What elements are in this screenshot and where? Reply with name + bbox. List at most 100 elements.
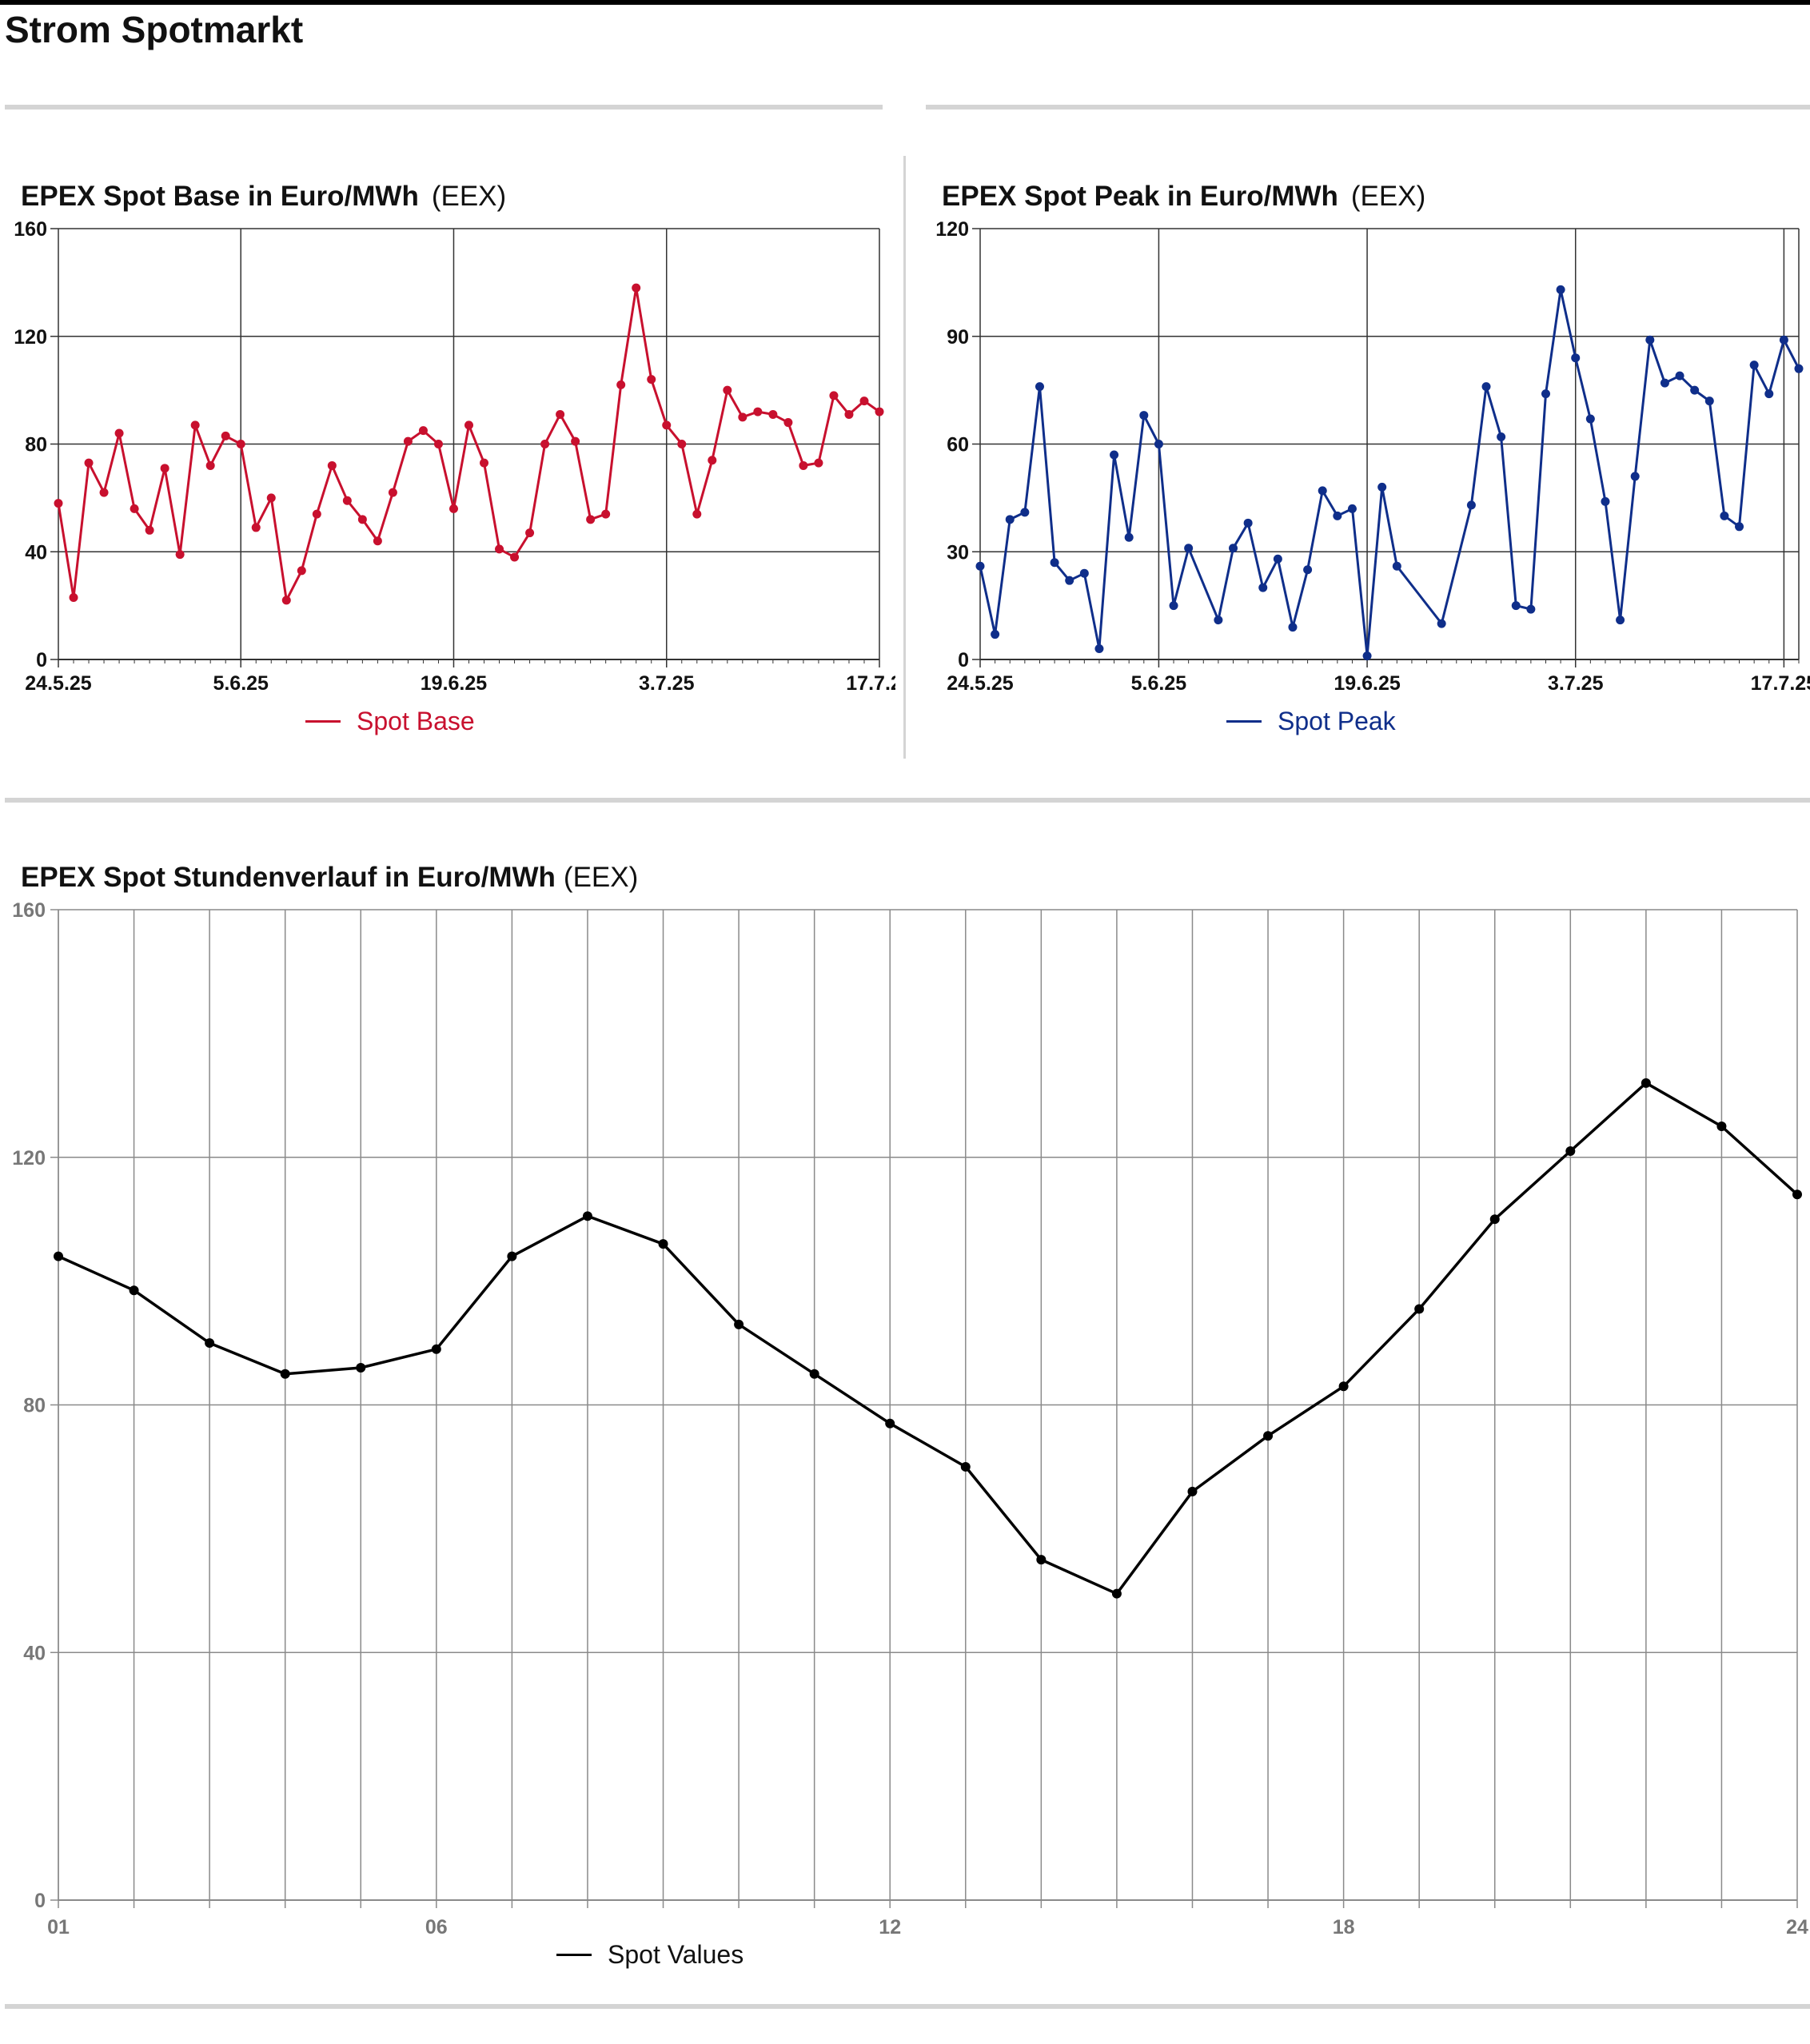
base-data-point — [844, 409, 854, 419]
peak-data-point — [1362, 651, 1372, 661]
peak-data-point — [1243, 518, 1253, 528]
peak-data-point — [1094, 644, 1104, 654]
peak-data-point — [991, 630, 1000, 639]
peak-data-point — [1690, 385, 1700, 395]
hourly-data-point — [1641, 1078, 1651, 1088]
hourly-legend: Spot Values — [556, 1940, 744, 1970]
hourly-title-text: EPEX Spot Stundenverlauf in Euro/MWh — [21, 862, 556, 893]
base-data-point — [783, 418, 793, 428]
base-xtick-label: 5.6.25 — [213, 672, 269, 695]
base-data-point — [130, 504, 139, 513]
base-data-point — [753, 407, 763, 416]
peak-data-point — [1556, 285, 1565, 294]
hourly-chart: 0 40 80 120 160 01 06 12 18 24 — [12, 899, 1808, 1938]
peak-xtick-label: 24.5.25 — [947, 672, 1014, 695]
peak-ytick-label: 120 — [935, 218, 969, 241]
base-data-point — [556, 409, 565, 419]
base-data-point — [464, 420, 473, 430]
peak-source: (EEX) — [1350, 181, 1426, 212]
base-data-point — [160, 464, 169, 473]
peak-data-point — [1660, 378, 1669, 388]
peak-data-point — [1511, 601, 1521, 611]
peak-data-point — [1065, 576, 1074, 585]
separator-bottom — [5, 2004, 1810, 2009]
base-data-point — [859, 396, 869, 406]
hourly-data-point — [205, 1338, 215, 1349]
peak-chart: 0 30 60 90 120 24.5.25 5.6.25 19.6.25 3.7.25 17.7… — [935, 218, 1810, 695]
base-data-point — [449, 504, 458, 513]
hourly-data-point — [356, 1363, 366, 1373]
peak-data-point — [1392, 561, 1401, 571]
hourly-xtick-label: 06 — [425, 1916, 448, 1938]
peak-data-point — [1704, 396, 1714, 406]
base-title-text: EPEX Spot Base in Euro/MWh — [21, 181, 419, 212]
base-data-point — [145, 525, 154, 535]
peak-data-point — [1571, 353, 1581, 363]
peak-data-point — [1303, 565, 1313, 575]
peak-data-point — [1601, 496, 1610, 506]
hourly-ytick-label: 80 — [23, 1395, 46, 1417]
base-data-point — [647, 375, 656, 384]
base-data-point — [99, 488, 109, 497]
base-data-point — [297, 566, 306, 576]
peak-data-point — [1110, 450, 1119, 460]
base-data-point — [510, 552, 520, 562]
base-data-point — [388, 488, 397, 497]
peak-data-point — [1630, 472, 1640, 481]
base-legend-label: Spot Base — [357, 707, 475, 735]
hourly-ytick-label: 40 — [23, 1642, 46, 1664]
peak-data-point — [1333, 511, 1342, 520]
base-data-point — [480, 458, 489, 468]
base-data-point — [433, 440, 443, 448]
peak-data-point — [1035, 382, 1044, 392]
base-data-point — [829, 391, 839, 400]
base-data-point — [723, 385, 732, 395]
base-data-point — [221, 431, 230, 440]
peak-data-point — [1139, 411, 1149, 420]
peak-xtick-label: 19.6.25 — [1334, 672, 1401, 695]
peak-data-point — [1229, 544, 1238, 553]
hourly-data-point — [582, 1211, 592, 1221]
hourly-ytick-label: 0 — [34, 1890, 46, 1912]
hourly-source: (EEX) — [563, 862, 639, 893]
base-data-point — [266, 493, 276, 503]
hourly-series-line — [58, 1082, 1799, 1596]
hourly-data-point — [280, 1369, 290, 1379]
base-data-point — [281, 596, 291, 605]
peak-data-point — [1258, 583, 1268, 592]
base-data-point — [662, 420, 672, 430]
separator-top-right — [926, 105, 1810, 110]
base-data-point — [251, 523, 261, 532]
base-data-point — [403, 436, 413, 446]
base-data-point — [616, 380, 626, 389]
hourly-chart-title: EPEX Spot Stundenverlauf in Euro/MWh (EEX… — [21, 862, 638, 894]
peak-data-point — [1720, 511, 1729, 520]
base-data-point — [601, 509, 611, 519]
peak-ytick-label: 30 — [947, 541, 969, 564]
base-data-point — [357, 515, 367, 524]
peak-data-point — [1273, 554, 1282, 564]
peak-data-point — [1347, 504, 1357, 513]
peak-title-text: EPEX Spot Peak in Euro/MWh — [942, 181, 1338, 212]
peak-xtick-label: 3.7.25 — [1548, 672, 1604, 695]
hourly-data-point — [809, 1369, 819, 1379]
base-data-point — [632, 283, 641, 293]
base-data-point — [84, 458, 94, 468]
top-rule — [0, 0, 1810, 5]
peak-series-line — [979, 288, 1800, 657]
hourly-xtick-label: 01 — [47, 1916, 70, 1938]
base-data-point — [54, 499, 63, 508]
separator-vertical — [903, 156, 906, 759]
hourly-ytick-label: 120 — [12, 1147, 46, 1169]
hourly-data-point — [1338, 1381, 1349, 1392]
peak-data-point — [1466, 500, 1476, 510]
peak-data-point — [1079, 568, 1089, 578]
base-data-point — [875, 407, 884, 416]
base-chart: 0 40 80 120 160 24.5.25 5.6.25 19.6.25 3.7.25 17.… — [14, 218, 895, 695]
hourly-data-point — [129, 1285, 139, 1296]
base-data-point — [708, 456, 717, 465]
base-ytick-label: 80 — [25, 434, 47, 456]
hourly-data-point — [960, 1461, 971, 1472]
base-data-point — [525, 528, 535, 538]
peak-data-point — [1616, 616, 1625, 625]
